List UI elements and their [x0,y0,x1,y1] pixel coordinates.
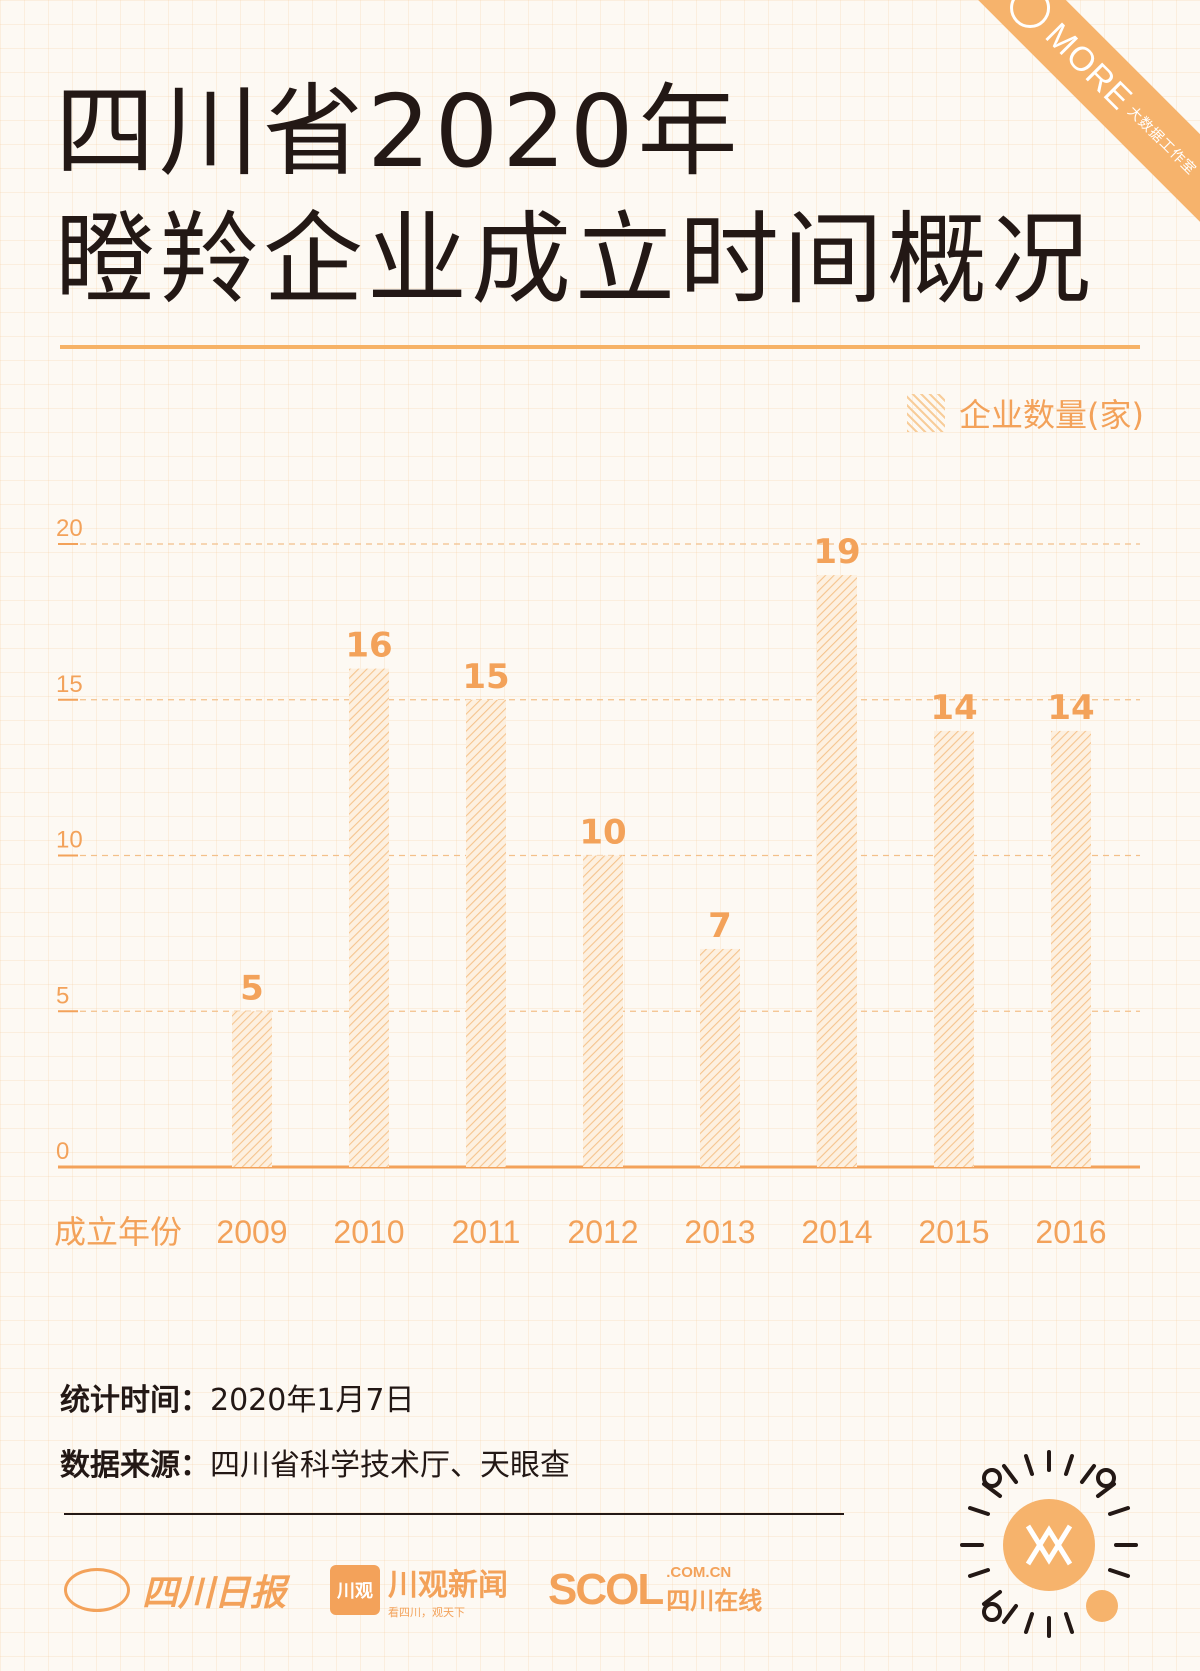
bar [1051,730,1091,1167]
bar-value-label: 5 [240,968,264,1008]
x-tick-label: 2016 [1035,1214,1106,1250]
stat-time-label: 统计时间： [60,1383,210,1418]
x-tick-label: 2011 [452,1214,521,1250]
y-tick-label: 15 [56,671,83,698]
chuanguan-box: 川观 [330,1565,381,1615]
x-tick-label: 2009 [216,1214,287,1250]
x-axis-title: 成立年份 [54,1213,182,1251]
chuanguan-logo: 川观 川观新闻 看四川，观天下 [330,1560,508,1620]
legend-swatch-icon [907,394,946,432]
y-tick-label: 0 [56,1138,69,1165]
chuanguan-main: 川观新闻 [388,1568,509,1603]
page-title: 四川省2020年 瞪羚企业成立时间概况 [55,68,1135,324]
chuanguan-sub: 看四川，观天下 [388,1606,466,1619]
x-tick-label: 2013 [684,1214,755,1250]
data-source: 数据来源：四川省科学技术厅、天眼查 [60,1440,570,1484]
bar-value-label: 7 [708,906,732,946]
stat-time-value: 2020年1月7日 [210,1383,415,1418]
x-tick-label: 2012 [567,1214,638,1250]
y-tick-label: 10 [56,827,83,854]
data-source-label: 数据来源： [60,1448,210,1483]
scol-domain: .COM.CN [666,1564,732,1581]
bar [232,1011,272,1167]
bar-value-label: 16 [345,626,392,666]
bar-value-label: 15 [462,657,509,697]
legend-label: 企业数量(家) [959,396,1144,434]
stat-time: 统计时间：2020年1月7日 [60,1375,415,1419]
bar-value-label: 19 [813,532,860,572]
scol-main: SCOL [548,1565,664,1614]
mini-program-qr-icon [960,1450,1138,1638]
bar [700,948,740,1167]
bar-value-label: 10 [579,813,626,853]
title-divider [60,345,1140,349]
bar [349,668,389,1167]
data-source-value: 四川省科学技术厅、天眼查 [210,1448,570,1483]
chart-legend: 企业数量(家) [907,390,1144,436]
x-tick-label: 2014 [801,1214,872,1250]
title-line-1: 四川省2020年 [55,73,742,190]
sichuan-daily-logo: 四川日报 [64,1564,286,1616]
bar [934,730,974,1167]
bar-chart: 0 5 10 15 20 5 2009 16 2010 15 2011 10 2012 7 2013 19 20… [54,515,1140,1251]
sichuan-daily-text: 四川日报 [142,1573,287,1614]
sichuan-daily-emblem-icon [64,1568,130,1612]
bar [817,575,857,1167]
x-tick-label: 2010 [333,1214,404,1250]
bar [583,855,623,1167]
footer-divider [64,1513,844,1515]
y-tick-label: 20 [56,515,83,542]
bar-value-label: 14 [930,688,977,728]
scol-logo: SCOL .COM.CN 四川在线 [548,1564,762,1616]
publisher-logos: 四川日报 川观 川观新闻 看四川，观天下 SCOL .COM.CN 四川在线 [64,1560,762,1620]
bar-value-label: 14 [1047,688,1094,728]
scol-name: 四川在线 [666,1587,763,1615]
bar [466,699,506,1167]
y-tick-label: 5 [56,982,69,1009]
x-tick-label: 2015 [918,1214,989,1250]
title-line-2: 瞪羚企业成立时间概况 [55,201,1095,318]
